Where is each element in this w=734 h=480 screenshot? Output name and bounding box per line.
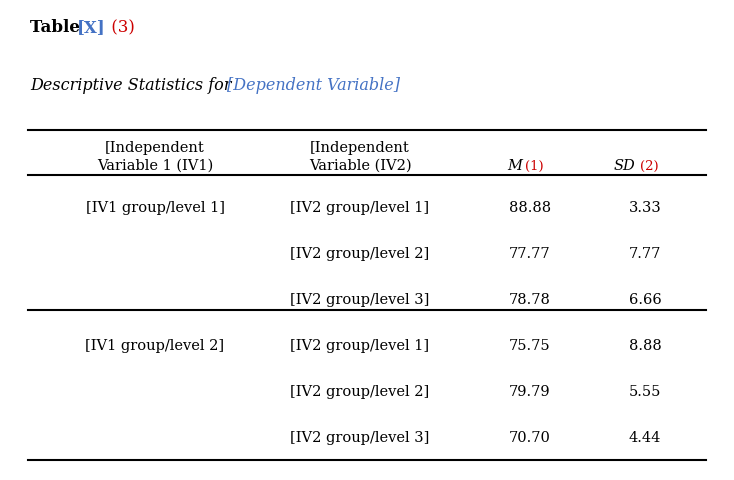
Text: SD: SD	[613, 159, 635, 173]
Text: 70.70: 70.70	[509, 431, 551, 445]
Text: (3): (3)	[106, 20, 135, 36]
Text: [IV2 group/level 1]: [IV2 group/level 1]	[291, 339, 429, 353]
Text: 79.79: 79.79	[509, 385, 550, 399]
Text: [Independent: [Independent	[310, 141, 410, 155]
Text: [IV2 group/level 1]: [IV2 group/level 1]	[291, 201, 429, 215]
Text: M: M	[507, 159, 522, 173]
Text: 3.33: 3.33	[628, 201, 661, 215]
Text: [Dependent Variable]: [Dependent Variable]	[227, 76, 400, 94]
Text: [Independent: [Independent	[105, 141, 205, 155]
Text: [IV2 group/level 3]: [IV2 group/level 3]	[291, 293, 429, 307]
Text: Variable (IV2): Variable (IV2)	[309, 159, 411, 173]
Text: (1): (1)	[525, 159, 544, 172]
Text: 77.77: 77.77	[509, 247, 550, 261]
Text: [IV1 group/level 1]: [IV1 group/level 1]	[85, 201, 225, 215]
Text: Descriptive Statistics for: Descriptive Statistics for	[30, 76, 236, 94]
Text: 78.78: 78.78	[509, 293, 551, 307]
Text: (2): (2)	[640, 159, 658, 172]
Text: [IV2 group/level 3]: [IV2 group/level 3]	[291, 431, 429, 445]
Text: 4.44: 4.44	[629, 431, 661, 445]
Text: 6.66: 6.66	[628, 293, 661, 307]
Text: 5.55: 5.55	[629, 385, 661, 399]
Text: Variable 1 (IV1): Variable 1 (IV1)	[97, 159, 213, 173]
Text: [IV1 group/level 2]: [IV1 group/level 2]	[85, 339, 225, 353]
Text: 8.88: 8.88	[628, 339, 661, 353]
Text: 88.88: 88.88	[509, 201, 551, 215]
Text: [X]: [X]	[77, 20, 106, 36]
Text: Table: Table	[30, 20, 86, 36]
Text: [IV2 group/level 2]: [IV2 group/level 2]	[291, 385, 429, 399]
Text: 7.77: 7.77	[629, 247, 661, 261]
Text: 75.75: 75.75	[509, 339, 550, 353]
Text: [IV2 group/level 2]: [IV2 group/level 2]	[291, 247, 429, 261]
